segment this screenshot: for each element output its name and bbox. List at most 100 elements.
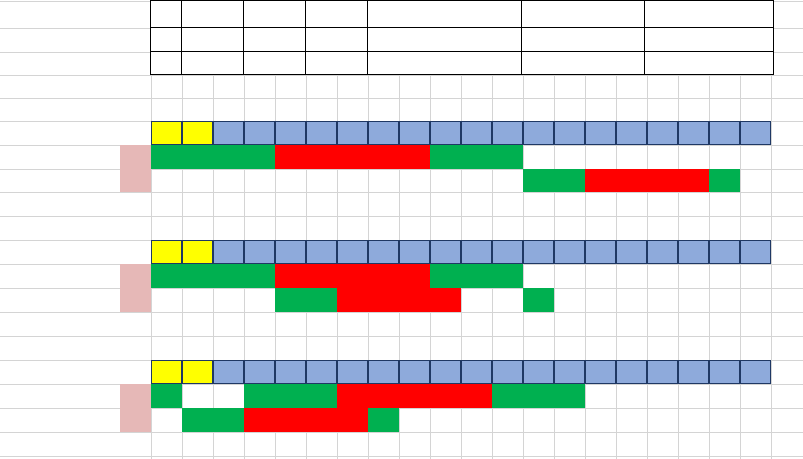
gridline-v <box>461 0 462 459</box>
section-title <box>0 127 150 147</box>
tick-label <box>217 336 245 360</box>
queue-cell <box>182 360 213 384</box>
queue-empty-cell <box>275 360 306 384</box>
io-bar <box>275 264 430 288</box>
process-label-cell <box>120 384 151 408</box>
queue-empty-cell <box>678 240 709 264</box>
table-header-3 <box>368 1 522 28</box>
table-border-v <box>305 1 306 75</box>
queue-empty-cell <box>368 360 399 384</box>
table-header-0 <box>182 1 244 28</box>
gridline-h <box>0 432 803 433</box>
table-cell-io <box>244 52 306 75</box>
queue-empty-cell <box>275 121 306 145</box>
cpu-bar <box>182 408 244 432</box>
queue-empty-cell <box>554 360 585 384</box>
queue-empty-cell <box>213 360 244 384</box>
tick-label <box>341 98 369 121</box>
tick-label <box>434 216 462 240</box>
io-bar <box>337 384 492 408</box>
process-label <box>120 145 151 169</box>
tick-label <box>713 336 741 360</box>
tick-label <box>589 216 617 240</box>
tick-label <box>248 336 276 360</box>
queue-empty-cell <box>647 240 678 264</box>
queue-cell <box>182 240 213 264</box>
tick-label <box>310 98 338 121</box>
queue-empty-cell <box>740 360 771 384</box>
gridline-v <box>647 0 648 459</box>
tick-label <box>651 98 679 121</box>
queue-empty-cell <box>430 121 461 145</box>
tick-label <box>310 216 338 240</box>
table-border-h <box>150 0 774 1</box>
table-border-v <box>367 1 368 75</box>
gridline-h <box>0 336 803 337</box>
gridline-h <box>0 75 803 76</box>
queue-empty-cell <box>554 121 585 145</box>
queue-empty-cell <box>337 121 368 145</box>
gridline-v <box>306 0 307 459</box>
tick-label <box>527 98 555 121</box>
tick-label <box>620 336 648 360</box>
tick-label <box>682 98 710 121</box>
tick-label <box>465 98 493 121</box>
tick-label <box>558 98 586 121</box>
queue-empty-cell <box>523 360 554 384</box>
gridline-v <box>523 0 524 459</box>
process-label-cell <box>120 288 151 312</box>
queue-empty-cell <box>368 240 399 264</box>
gridline-h <box>0 312 803 313</box>
gridline-h <box>0 98 803 99</box>
table-cell-cpu1 <box>182 52 244 75</box>
queue-label <box>151 360 182 384</box>
queue-empty-cell <box>492 121 523 145</box>
queue-empty-cell <box>709 360 740 384</box>
queue-label <box>182 121 213 145</box>
tick-label <box>310 336 338 360</box>
queue-empty-cell <box>399 360 430 384</box>
table-border-v <box>243 1 244 75</box>
queue-cell <box>182 121 213 145</box>
queue-empty-cell <box>554 240 585 264</box>
table-border-h <box>150 27 774 28</box>
cpu-bar <box>709 169 740 192</box>
queue-empty-cell <box>461 240 492 264</box>
queue-empty-cell <box>399 121 430 145</box>
table-border-v <box>773 1 774 75</box>
cpu-bar <box>151 145 275 169</box>
tick-label <box>527 336 555 360</box>
queue-empty-cell <box>523 121 554 145</box>
queue-empty-cell <box>337 240 368 264</box>
queue-empty-cell <box>399 240 430 264</box>
queue-empty-cell <box>461 121 492 145</box>
queue-empty-cell <box>585 360 616 384</box>
queue-empty-cell <box>306 121 337 145</box>
tick-label <box>682 216 710 240</box>
tick-label <box>527 216 555 240</box>
queue-empty-cell <box>244 360 275 384</box>
tick-label <box>496 216 524 240</box>
cpu-bar <box>492 384 585 408</box>
table-header-5 <box>645 1 774 28</box>
tick-label <box>620 216 648 240</box>
gridline-h <box>0 456 803 457</box>
tick-label <box>434 98 462 121</box>
cpu-bar <box>368 408 399 432</box>
gridline-v <box>399 0 400 459</box>
queue-empty-cell <box>430 360 461 384</box>
tick-label <box>186 98 214 121</box>
table-cell-cpu1 <box>182 28 244 52</box>
gridline-v <box>244 0 245 459</box>
tick-label <box>372 98 400 121</box>
gridline-v <box>213 0 214 459</box>
cpu-bar <box>430 145 523 169</box>
gridline-v <box>430 0 431 459</box>
gridline-v <box>182 0 183 459</box>
gridline-h <box>0 216 803 217</box>
tick-label <box>186 216 214 240</box>
queue-empty-cell <box>368 121 399 145</box>
queue-empty-cell <box>306 240 337 264</box>
table-border-v <box>644 1 645 75</box>
